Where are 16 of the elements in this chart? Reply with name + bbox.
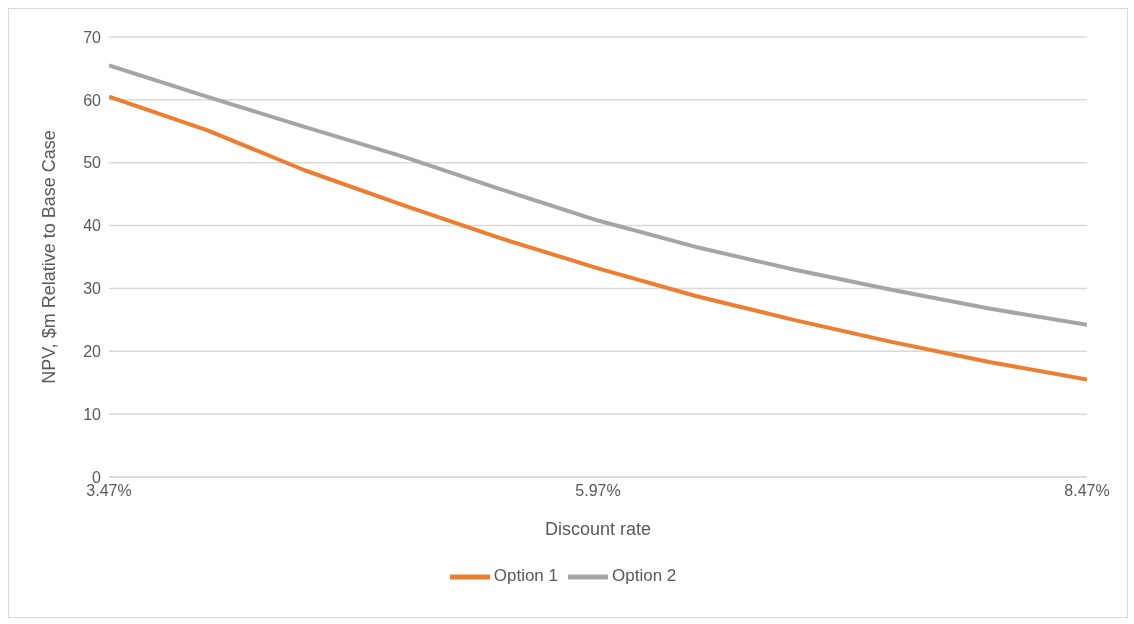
- y-tick-label: 20: [83, 342, 102, 360]
- x-tick-label: 3.47%: [86, 482, 132, 500]
- y-tick-label: 30: [83, 280, 102, 298]
- y-tick-label: 10: [83, 405, 102, 423]
- x-axis-title: Discount rate: [544, 519, 652, 539]
- x-tick-label: 8.47%: [1064, 482, 1110, 500]
- line-series: [109, 63, 1087, 327]
- y-axis-title: NPV, $m Relative to Base Case: [39, 130, 60, 384]
- line-series: [109, 94, 1087, 382]
- legend-label: Option 1: [493, 566, 558, 586]
- y-tick-label: 40: [83, 217, 102, 235]
- legend-label: Option 2: [612, 566, 677, 586]
- y-tick-label: 70: [83, 28, 102, 46]
- y-tick-label: 60: [83, 91, 102, 109]
- y-tick-label: 50: [83, 154, 102, 172]
- x-tick-label: 5.97%: [575, 482, 621, 500]
